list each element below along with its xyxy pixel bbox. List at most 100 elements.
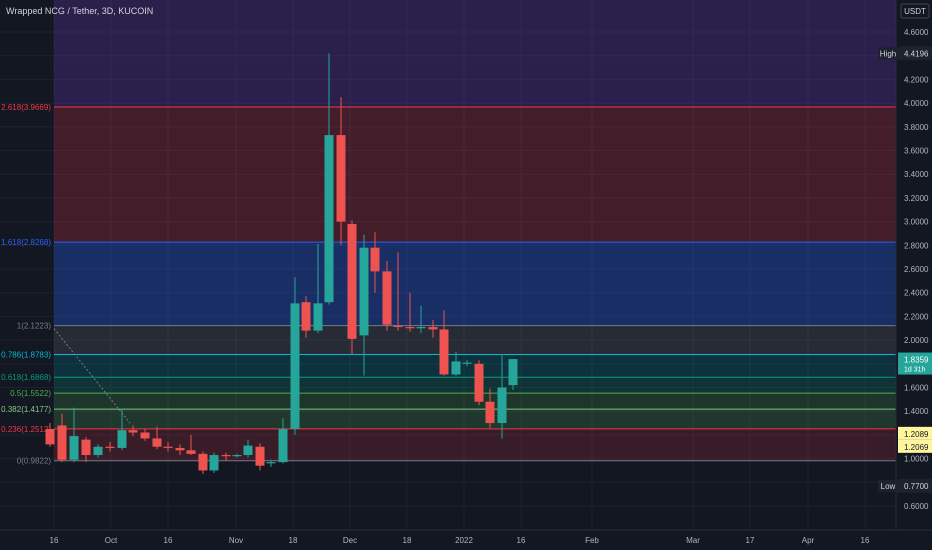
- low-tag-label-bg: [878, 479, 898, 492]
- price-axis-tick-label: 3.2000: [904, 194, 929, 203]
- low-tag-value: 0.7700: [904, 482, 929, 491]
- candle-body: [474, 363, 484, 402]
- high-tag-bg: [898, 46, 932, 61]
- grid-lines: [0, 0, 896, 530]
- fib-level-label: 1.618(2.8268): [1, 238, 51, 247]
- candle-body: [198, 453, 208, 471]
- candle-body: [152, 438, 162, 447]
- candle-body: [57, 425, 67, 460]
- price-axis-tick-label: 2.8000: [904, 241, 929, 250]
- candle: [359, 234, 369, 376]
- candle: [69, 407, 79, 463]
- fib-level-label: 0.618(1.6868): [1, 373, 51, 382]
- time-axis-tick-label: Dec: [343, 536, 357, 545]
- time-axis[interactable]: 16 Oct 16 Nov 18 Dec 18 2022 16 Feb Mar 17 Apr 16: [50, 536, 870, 545]
- fib-band: [54, 325, 896, 355]
- trend-line[interactable]: [53, 328, 131, 424]
- candle: [209, 452, 219, 473]
- dotted-trend-line[interactable]: [53, 328, 131, 424]
- fib-level-label: 0.5(1.5522): [10, 389, 51, 398]
- candle: [462, 360, 472, 367]
- time-axis-tick-label: Nov: [229, 536, 243, 545]
- candle: [428, 319, 438, 338]
- candle: [416, 305, 426, 333]
- candle-body: [359, 247, 369, 336]
- price-axis-tick-label: 2.2000: [904, 312, 929, 321]
- candle-body: [428, 327, 438, 330]
- fib-band: [54, 242, 896, 326]
- candle-body: [508, 359, 518, 386]
- candle: [497, 354, 507, 439]
- candle: [140, 428, 150, 441]
- candle-body: [81, 439, 91, 456]
- candle: [232, 453, 242, 458]
- price-axis-tick-label: 1.0000: [904, 455, 929, 464]
- high-tag-label-bg: [878, 47, 898, 60]
- fib-band: [54, 428, 896, 461]
- candle-body: [209, 455, 219, 471]
- candle: [439, 310, 449, 376]
- fib-level-label: 0.382(1.4177): [1, 405, 51, 414]
- price-tags: High 4.4196 Low 0.7700 1.8359 1d 31h 1.2089 1.2…: [878, 46, 932, 493]
- candle: [313, 244, 323, 333]
- price-axis-tick-label: 1.6000: [904, 384, 929, 393]
- fibonacci-retracement[interactable]: 0(0.9822) 0.236(1.2512) 0.382(1.4177) 0.5(1…: [1, 0, 896, 466]
- candle: [382, 260, 392, 331]
- candle: [485, 388, 495, 428]
- high-tag-label: High: [880, 49, 896, 58]
- candle-body: [266, 462, 276, 464]
- fib-level-label: 2.618(3.9669): [1, 103, 51, 112]
- candle-body: [140, 432, 150, 439]
- candle: [186, 434, 196, 456]
- time-axis-tick-label: Oct: [105, 536, 118, 545]
- currency-box[interactable]: [900, 3, 930, 19]
- price-axis-tick-label: 2.0000: [904, 336, 929, 345]
- price-axis-tick-label: 2.6000: [904, 265, 929, 274]
- candle-body: [313, 303, 323, 331]
- candle-body: [405, 327, 415, 329]
- candle: [117, 408, 127, 451]
- candle: [266, 459, 276, 467]
- candle-body: [290, 303, 300, 429]
- time-axis-tick-label: 16: [861, 536, 870, 545]
- candle: [45, 423, 55, 447]
- candle-body: [451, 361, 461, 375]
- time-axis-tick-label: 17: [746, 536, 755, 545]
- candle-body: [69, 436, 79, 460]
- fib-level-label: 0.236(1.2512): [1, 425, 51, 434]
- candle-body: [175, 447, 185, 451]
- candle-body: [324, 135, 334, 303]
- candle-body: [117, 430, 127, 448]
- last-price-countdown: 1d 31h: [904, 367, 926, 374]
- time-axis-tick-label: Apr: [802, 536, 815, 545]
- candle: [474, 360, 484, 406]
- price-axis[interactable]: 0.60000.80001.00001.20001.40001.60001.80…: [900, 3, 930, 511]
- candle-body: [497, 387, 507, 424]
- time-axis-tick-label: 16: [517, 536, 526, 545]
- last-price-value: 1.8359: [904, 356, 929, 365]
- candle-body: [393, 325, 403, 328]
- candle: [451, 351, 461, 376]
- candle-body: [416, 327, 426, 329]
- candle-body: [301, 302, 311, 331]
- price-axis-tick-label: 0.6000: [904, 502, 929, 511]
- price-axis-tick-label: 2.4000: [904, 289, 929, 298]
- time-axis-tick-label: 18: [289, 536, 298, 545]
- fib-band: [54, 107, 896, 243]
- candle: [81, 437, 91, 463]
- price-tag-2-bg: [898, 439, 932, 453]
- time-axis-tick-label: Mar: [686, 536, 700, 545]
- candle: [163, 442, 173, 452]
- candle: [290, 277, 300, 435]
- candle-body: [186, 450, 196, 454]
- candle: [324, 53, 334, 305]
- price-tag-1-bg: [898, 426, 932, 440]
- candle: [278, 418, 288, 464]
- candle: [336, 97, 346, 246]
- candle: [405, 292, 415, 332]
- candle: [243, 439, 253, 458]
- candle: [128, 425, 138, 437]
- candle: [347, 220, 357, 355]
- candle-body: [255, 446, 265, 466]
